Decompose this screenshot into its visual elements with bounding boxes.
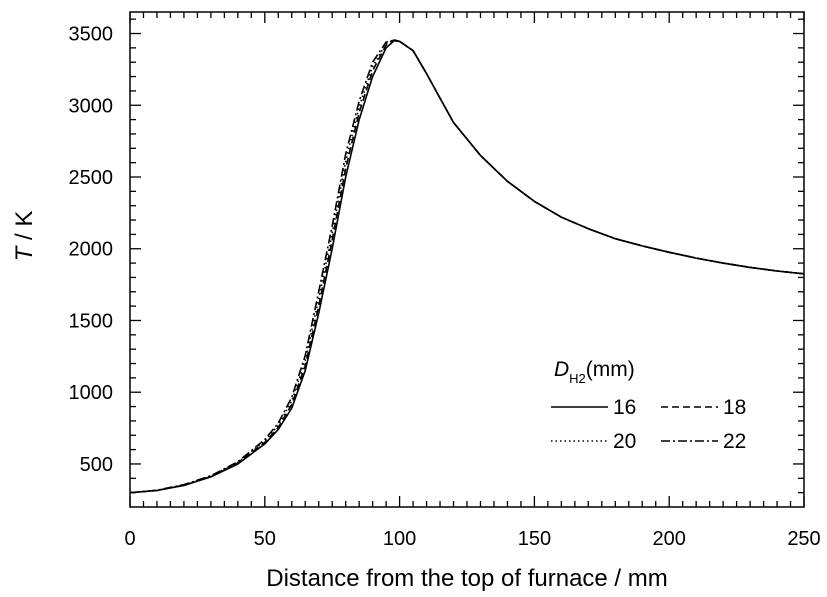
x-tick-label: 200 <box>653 528 686 550</box>
y-tick-label: 2500 <box>69 167 114 189</box>
y-axis-title-unit: / K <box>11 211 38 247</box>
legend-label-20: 20 <box>613 430 636 453</box>
y-tick-label: 1000 <box>69 382 114 404</box>
legend-label-18: 18 <box>723 396 746 419</box>
series-layer <box>129 39 805 494</box>
x-tick-label: 50 <box>254 528 276 550</box>
y-tick-label: 500 <box>80 454 113 476</box>
series-line-22 <box>129 39 805 494</box>
legend-title-subscript: H2 <box>569 371 586 386</box>
x-tick-label: 100 <box>383 528 416 550</box>
x-tick-label: 150 <box>518 528 551 550</box>
x-tick-label: 250 <box>787 528 820 550</box>
legend-title-symbol: D <box>554 358 569 381</box>
legend-label-22: 22 <box>723 430 746 453</box>
legend-title-unit: (mm) <box>586 358 635 381</box>
y-axis-title-symbol: T <box>11 244 38 261</box>
x-tick-label: 0 <box>124 528 135 550</box>
y-tick-label: 3000 <box>69 95 114 117</box>
y-tick-label: 3500 <box>69 24 114 46</box>
y-tick-label: 1500 <box>69 310 114 332</box>
y-tick-label: 2000 <box>69 239 114 261</box>
series-line-18 <box>129 39 805 494</box>
legend-title: DH2(mm) <box>554 358 635 386</box>
legend: DH2(mm) 16 18 20 22 <box>551 358 746 453</box>
y-axis-title: T / K <box>11 211 38 262</box>
series-line-20 <box>129 39 805 494</box>
x-axis-title: Distance from the top of furnace / mm <box>266 565 668 592</box>
series-line-16 <box>129 39 805 494</box>
legend-label-16: 16 <box>613 396 636 419</box>
axis-ticks: 0 50 100 150 200 250 500 1000 1500 2000 2500 3000 35… <box>69 12 821 550</box>
